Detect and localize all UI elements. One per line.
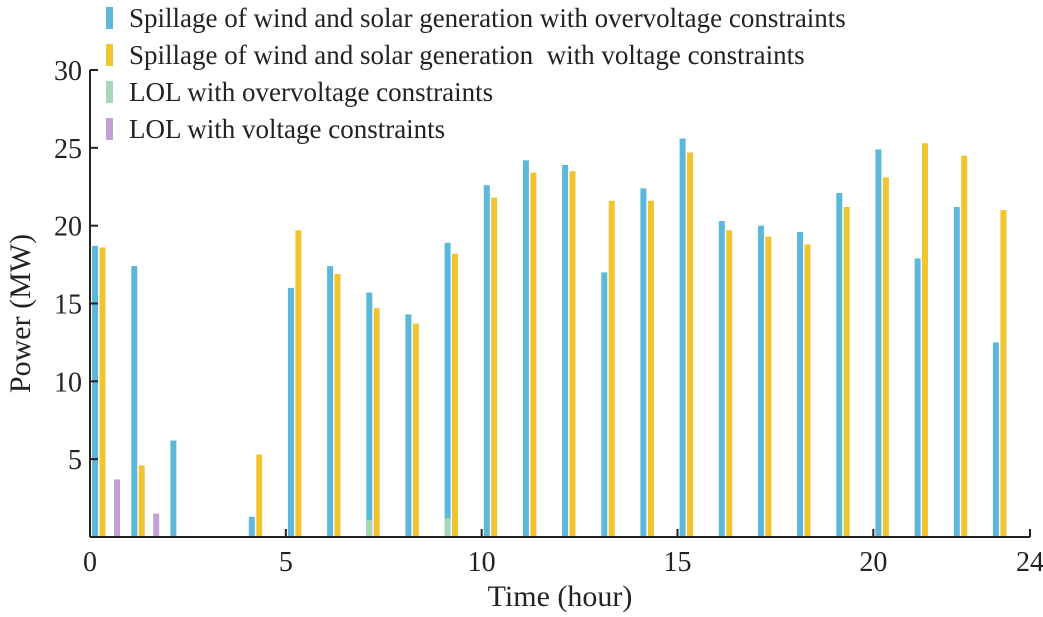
bar-series-2-hour-1 — [138, 465, 145, 537]
bar-series-1-hour-18 — [797, 231, 804, 537]
bar-series-1-hour-14 — [640, 188, 647, 538]
legend-label-2: Spillage of wind and solar generation wi… — [129, 40, 805, 70]
bar-series-2-hour-18 — [804, 244, 811, 538]
legend-swatch-2 — [106, 44, 113, 66]
bar-series-1-hour-8 — [405, 314, 412, 537]
bar-series-1-hour-2 — [170, 440, 177, 537]
bar-series-1-hour-15 — [679, 138, 686, 537]
bar-series-2-hour-4 — [256, 454, 263, 537]
bar-series-1-hour-0 — [92, 245, 99, 537]
bar-series-1-hour-11 — [522, 160, 529, 538]
x-tick-label: 0 — [83, 547, 97, 578]
y-tick-label: 25 — [54, 134, 82, 165]
bar-series-1-hour-10 — [483, 185, 490, 537]
bar-series-1-hour-7 — [366, 292, 373, 537]
bar-series-2-hour-5 — [295, 230, 302, 538]
bar-series-1-hour-23 — [992, 342, 999, 537]
bar-series-2-hour-11 — [530, 172, 537, 537]
bar-series-1-hour-4 — [248, 516, 255, 537]
x-tick-label: 10 — [468, 547, 496, 578]
bar-series-2-hour-16 — [726, 230, 733, 538]
bar-series-2-hour-7 — [373, 308, 380, 537]
bar-series-1-hour-17 — [757, 225, 764, 537]
bar-series-1-hour-6 — [327, 266, 334, 537]
bar-series-1-hour-22 — [953, 207, 960, 537]
y-axis-title: Power (MW) — [4, 234, 37, 393]
bar-series-2-hour-15 — [687, 152, 693, 537]
bar-series-2-hour-0 — [99, 247, 106, 537]
bar-series-2-hour-10 — [491, 197, 498, 537]
legend-swatch-1 — [106, 7, 113, 29]
bar-series-1-hour-21 — [914, 258, 921, 537]
bar-series-2-hour-23 — [1000, 210, 1007, 537]
bar-series-1-hour-9 — [444, 242, 451, 538]
bar-series-2-hour-17 — [765, 236, 772, 537]
legend-label-4: LOL with voltage constraints — [129, 114, 445, 144]
bar-series-2-hour-6 — [334, 273, 341, 537]
bar-series-2-hour-9 — [452, 253, 458, 537]
bar-series-1-hour-5 — [287, 287, 294, 537]
y-tick-label: 30 — [54, 56, 82, 87]
bar-series-1-hour-19 — [836, 193, 843, 537]
bars-group — [92, 138, 1007, 538]
legend-label-3: LOL with overvoltage constraints — [129, 77, 493, 107]
bar-series-3-hour-9 — [444, 518, 451, 537]
bar-series-2-hour-22 — [961, 155, 968, 537]
legend-swatch-3 — [106, 81, 113, 103]
bar-series-1-hour-20 — [875, 149, 882, 537]
x-tick-label: 24 — [1016, 547, 1043, 578]
bar-series-3-hour-7 — [366, 519, 373, 537]
legend-swatch-4 — [106, 118, 113, 140]
y-tick-label: 15 — [54, 290, 82, 321]
bar-series-2-hour-19 — [843, 207, 850, 537]
x-ticks-group: 0 5 10 15 20 24 — [83, 529, 1043, 578]
bar-series-4-hour-0 — [114, 479, 120, 537]
x-tick-label: 5 — [279, 547, 293, 578]
bar-series-4-hour-1 — [153, 513, 160, 537]
bar-series-2-hour-12 — [569, 171, 576, 537]
x-tick-label: 20 — [859, 547, 887, 578]
y-tick-label: 10 — [54, 367, 82, 398]
bar-series-2-hour-13 — [608, 200, 615, 538]
bar-series-2-hour-21 — [922, 143, 928, 537]
y-ticks-group: 5 10 15 20 25 30 — [54, 56, 98, 476]
bar-series-1-hour-13 — [601, 272, 608, 537]
bar-series-1-hour-16 — [718, 221, 725, 537]
y-tick-label: 20 — [54, 212, 82, 243]
bar-series-2-hour-20 — [882, 177, 889, 537]
legend: Spillage of wind and solar generation wi… — [106, 3, 846, 144]
bar-series-1-hour-1 — [131, 266, 138, 537]
bar-series-1-hour-12 — [562, 165, 569, 537]
bar-series-2-hour-8 — [412, 323, 419, 537]
y-tick-label: 5 — [68, 445, 82, 476]
legend-label-1: Spillage of wind and solar generation wi… — [129, 3, 846, 33]
x-tick-label: 15 — [664, 547, 692, 578]
x-axis-title: Time (hour) — [488, 580, 633, 613]
bar-series-2-hour-14 — [647, 200, 654, 538]
